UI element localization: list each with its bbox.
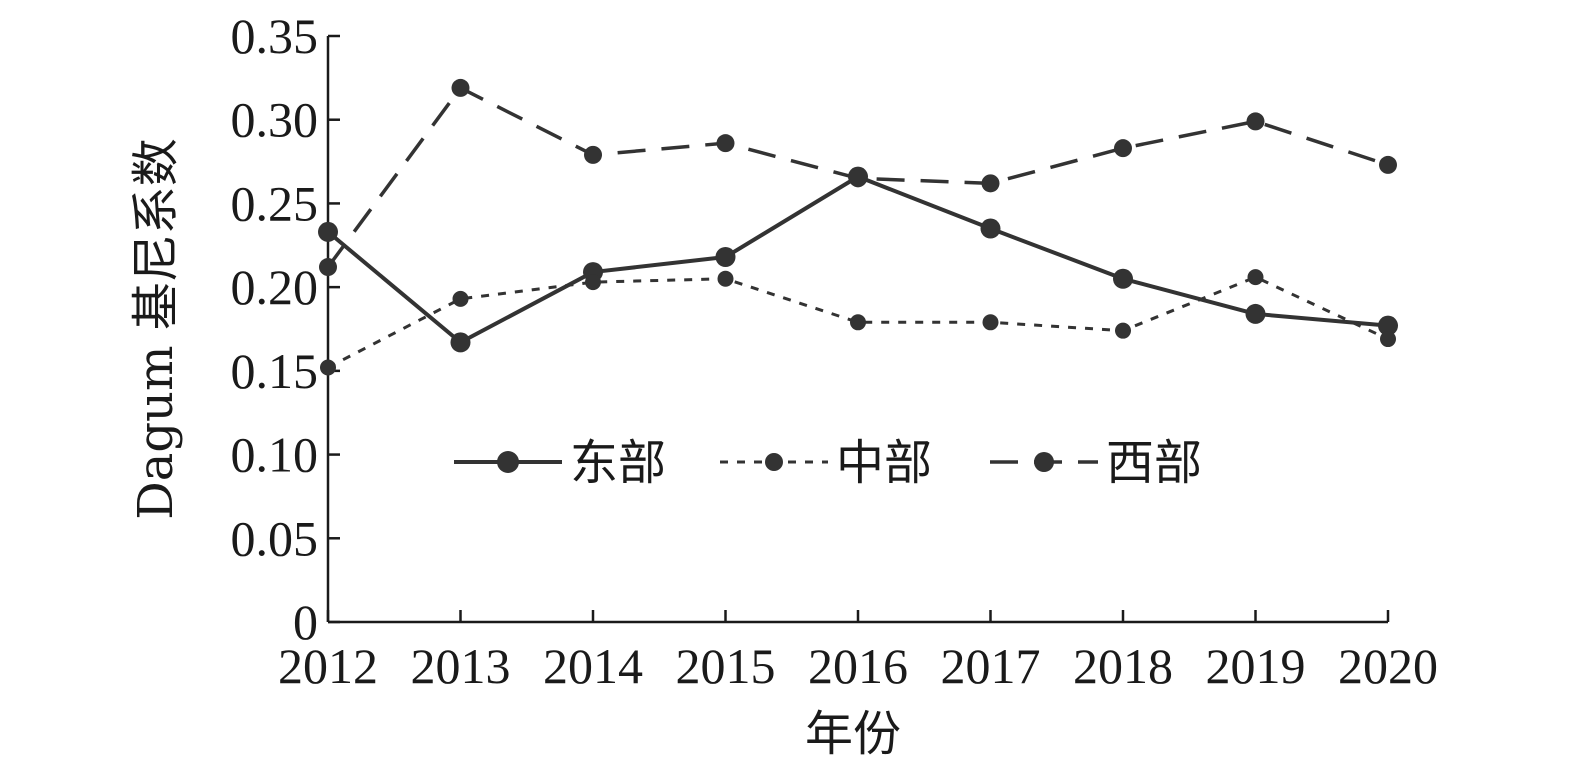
data-point bbox=[980, 218, 1001, 239]
x-tick-label: 2015 bbox=[676, 638, 776, 694]
x-tick-label: 2014 bbox=[543, 638, 643, 694]
legend-swatch-marker bbox=[765, 453, 783, 471]
x-tick-label: 2013 bbox=[411, 638, 511, 694]
y-tick-label: 0.10 bbox=[231, 427, 319, 483]
data-point bbox=[1115, 322, 1131, 339]
y-tick-label: 0.05 bbox=[231, 510, 319, 566]
data-point bbox=[319, 258, 337, 277]
y-tick-label: 0 bbox=[293, 594, 318, 650]
data-point bbox=[717, 270, 734, 287]
x-tick-label: 2020 bbox=[1338, 638, 1438, 694]
data-point bbox=[1247, 269, 1264, 286]
data-point bbox=[981, 174, 1000, 193]
data-point bbox=[584, 145, 602, 164]
x-tick-label: 2019 bbox=[1206, 638, 1306, 694]
y-tick-label: 0.20 bbox=[231, 259, 319, 315]
data-point bbox=[318, 221, 338, 242]
legend-label: 东部 bbox=[570, 435, 666, 491]
legend-label: 西部 bbox=[1106, 435, 1202, 491]
series-3 bbox=[319, 78, 1397, 277]
y-axis-title: Dagum 基尼系数 bbox=[128, 138, 184, 520]
legend: 东部 中部 西部 bbox=[454, 435, 1202, 491]
data-point bbox=[1245, 303, 1266, 324]
data-point bbox=[452, 290, 469, 307]
data-point bbox=[1378, 315, 1398, 336]
y-tick-label: 0.35 bbox=[231, 8, 319, 64]
data-point bbox=[1379, 155, 1397, 174]
axes: 0 0.05 0.10 0.15 0.20 0.25 0.30 0.35 2012 2013 201… bbox=[231, 8, 1439, 694]
data-point bbox=[451, 78, 470, 97]
legend-swatch-marker bbox=[1034, 452, 1054, 472]
y-tick-label: 0.15 bbox=[231, 343, 319, 399]
legend-swatch-marker bbox=[497, 451, 519, 473]
data-point bbox=[320, 359, 336, 376]
x-tick-label: 2012 bbox=[278, 638, 378, 694]
y-tick-label: 0.25 bbox=[231, 175, 319, 231]
data-point bbox=[982, 314, 999, 331]
legend-entry: 东部 bbox=[454, 435, 666, 491]
data-point bbox=[1113, 268, 1133, 289]
data-point bbox=[1114, 139, 1132, 158]
series-2 bbox=[320, 269, 1396, 376]
series-layer bbox=[318, 78, 1398, 376]
y-tick-label: 0.30 bbox=[231, 92, 319, 148]
legend-entry: 西部 bbox=[990, 435, 1202, 491]
legend-entry: 中部 bbox=[720, 435, 932, 491]
data-point bbox=[1380, 331, 1396, 348]
series-line bbox=[327, 275, 1389, 369]
data-point bbox=[850, 314, 866, 331]
data-point bbox=[849, 169, 867, 188]
data-point bbox=[1246, 112, 1265, 131]
x-tick-label: 2017 bbox=[941, 638, 1041, 694]
x-tick-label: 2016 bbox=[808, 638, 908, 694]
data-point bbox=[585, 274, 601, 291]
data-point bbox=[716, 134, 735, 153]
x-axis-title: 年份 bbox=[805, 706, 901, 762]
data-point bbox=[715, 247, 736, 268]
legend-label: 中部 bbox=[836, 435, 932, 491]
data-point bbox=[450, 332, 471, 353]
x-tick-label: 2018 bbox=[1073, 638, 1173, 694]
